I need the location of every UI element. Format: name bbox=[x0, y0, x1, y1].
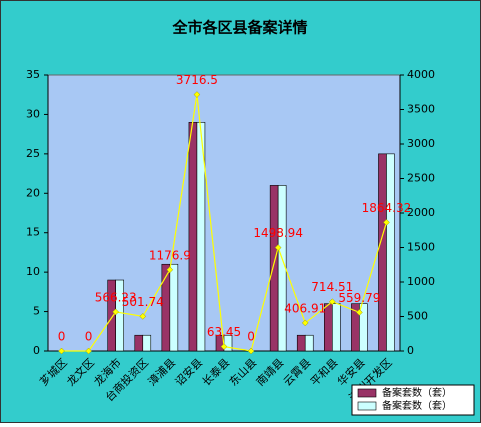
line-marker bbox=[166, 266, 174, 274]
line-marker bbox=[85, 347, 92, 355]
y-tick-label: 5 bbox=[33, 305, 40, 318]
data-label: 0 bbox=[85, 330, 93, 344]
line-marker bbox=[247, 347, 255, 355]
y-tick-label: 35 bbox=[26, 68, 40, 81]
data-label: 559.79 bbox=[338, 291, 380, 305]
bar bbox=[269, 185, 279, 352]
line-marker bbox=[356, 309, 363, 316]
data-label: 0 bbox=[58, 330, 66, 344]
line-marker bbox=[301, 319, 309, 327]
y2-tick-label: 1000 bbox=[407, 275, 435, 288]
y-tick-label: 10 bbox=[26, 265, 40, 278]
bar bbox=[332, 303, 341, 352]
data-label: 406.91 bbox=[284, 301, 326, 315]
legend-label: 备案套数（套） bbox=[382, 399, 452, 412]
bar bbox=[134, 334, 144, 352]
bar bbox=[142, 334, 152, 352]
y2-tick-label: 2500 bbox=[407, 172, 435, 185]
line-marker bbox=[274, 244, 282, 251]
y2-tick-label: 3000 bbox=[407, 137, 435, 150]
data-label: 1864.32 bbox=[362, 201, 412, 215]
line-marker bbox=[220, 343, 228, 350]
data-label: 3716.5 bbox=[176, 73, 218, 87]
data-label: 0 bbox=[247, 330, 255, 344]
bar bbox=[386, 153, 395, 352]
bar bbox=[304, 334, 314, 352]
bar bbox=[296, 334, 306, 352]
y-tick-label: 20 bbox=[26, 186, 40, 199]
line-marker bbox=[193, 91, 201, 98]
y2-tick-label: 500 bbox=[407, 310, 428, 323]
plot-area bbox=[47, 74, 401, 352]
bar bbox=[378, 153, 387, 352]
bar bbox=[188, 122, 198, 352]
y2-tick-label: 4000 bbox=[407, 68, 435, 81]
data-label: 1498.94 bbox=[253, 226, 303, 240]
legend-swatch bbox=[357, 388, 377, 398]
bar bbox=[115, 279, 124, 352]
data-label: 566.23 bbox=[95, 290, 137, 304]
y-tick-label: 0 bbox=[33, 344, 40, 357]
legend-swatch bbox=[357, 401, 377, 411]
line-marker bbox=[383, 219, 390, 226]
y2-tick-label: 3500 bbox=[407, 103, 435, 116]
chart-title: 全市各区县备案详情 bbox=[171, 19, 307, 37]
bar bbox=[359, 303, 368, 352]
y-tick-label: 25 bbox=[26, 147, 40, 160]
y-tick-label: 15 bbox=[26, 226, 40, 239]
data-label: 63.45 bbox=[207, 325, 241, 339]
line-marker bbox=[112, 308, 120, 316]
data-label: 1176.9 bbox=[149, 248, 191, 262]
bar bbox=[169, 263, 179, 352]
line-marker bbox=[139, 313, 147, 320]
bar bbox=[196, 122, 206, 352]
y2-tick-label: 0 bbox=[407, 344, 414, 357]
data-label: 501.74 bbox=[122, 295, 164, 309]
data-label: 714.51 bbox=[311, 280, 353, 294]
legend-label: 备案套数（套） bbox=[382, 386, 452, 399]
y2-tick-label: 2000 bbox=[407, 206, 435, 219]
line-marker bbox=[58, 347, 65, 355]
line-marker bbox=[328, 298, 336, 306]
y2-tick-label: 1500 bbox=[407, 241, 435, 254]
y-tick-label: 30 bbox=[26, 107, 40, 120]
